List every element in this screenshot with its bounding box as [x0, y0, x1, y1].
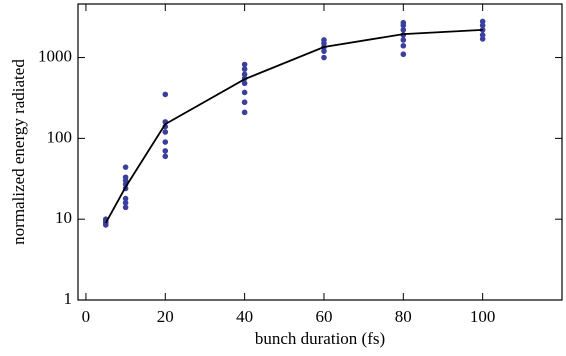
y-tick-label: 1000	[38, 46, 72, 65]
point	[122, 164, 129, 170]
point	[162, 148, 169, 154]
plot-frame	[77, 3, 563, 301]
point	[122, 174, 129, 181]
x-tick-label: 40	[236, 307, 253, 326]
point	[479, 18, 486, 25]
y-axis-label: normalized energy radiated	[9, 59, 28, 245]
point	[400, 37, 407, 43]
y-tick-label: 100	[47, 127, 73, 146]
point	[479, 36, 486, 42]
point	[162, 153, 169, 160]
point	[162, 129, 169, 135]
point	[479, 22, 486, 29]
point	[241, 99, 248, 106]
point	[122, 204, 129, 211]
x-tick-label: 20	[157, 307, 174, 326]
point	[400, 51, 407, 58]
point	[162, 91, 169, 98]
point	[241, 71, 248, 78]
point	[479, 32, 486, 38]
x-axis-label: bunch duration (fs)	[255, 329, 385, 348]
x-tick-label: 80	[395, 307, 412, 326]
point	[400, 27, 407, 33]
point	[479, 27, 486, 33]
y-tick-label: 10	[55, 208, 72, 227]
point	[162, 139, 169, 145]
point	[241, 61, 248, 68]
x-tick-label: 60	[315, 307, 332, 326]
point	[241, 80, 248, 87]
point	[241, 109, 248, 116]
point	[400, 19, 407, 26]
point	[321, 37, 327, 43]
point	[241, 66, 248, 72]
x-tick-label: 0	[82, 307, 91, 326]
point	[241, 89, 248, 96]
point	[400, 42, 407, 49]
line	[104, 28, 483, 224]
y-tick-label: 1	[64, 289, 73, 308]
point	[321, 54, 327, 61]
x-tick-label: 100	[470, 307, 496, 326]
point	[321, 48, 327, 54]
point	[122, 195, 129, 202]
point	[122, 199, 129, 206]
